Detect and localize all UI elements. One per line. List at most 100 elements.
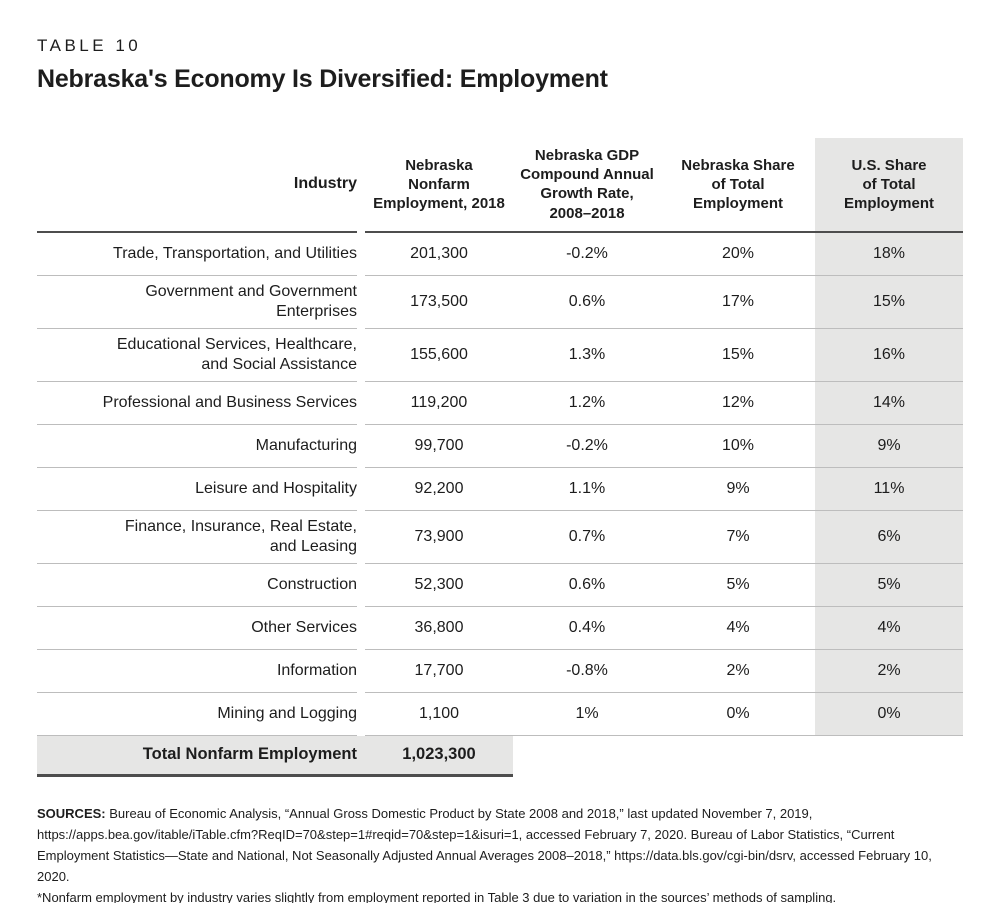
growth-cell: -0.2% (566, 436, 608, 454)
column-gap (357, 138, 365, 233)
column-gap (357, 468, 365, 511)
table-row: Leisure and Hospitality 92,200 1.1% 9% 1… (37, 468, 963, 511)
table-row: Manufacturing 99,700 -0.2% 10% 9% (37, 425, 963, 468)
ne-share-cell: 0% (726, 704, 750, 722)
table-row: Finance, Insurance, Real Estate, and Lea… (37, 511, 963, 564)
ne-share-cell: 15% (721, 345, 755, 363)
ne-share-cell: 9% (726, 479, 750, 497)
page-title: Nebraska's Economy Is Diversified: Emplo… (37, 65, 608, 93)
us-share-cell: 11% (873, 479, 905, 497)
growth-cell: 0.6% (568, 575, 606, 593)
sources-note: SOURCES: Bureau of Economic Analysis, “A… (37, 803, 965, 903)
ne-share-cell: 4% (726, 618, 750, 636)
header-row: Industry Nebraska Nonfarm Employment, 20… (37, 138, 963, 233)
column-gap (357, 564, 365, 607)
ne-share-cell: 10% (721, 436, 755, 454)
us-share-cell: 9% (877, 436, 901, 454)
growth-cell: 1% (575, 704, 599, 722)
total-row-highlight: Total Nonfarm Employment 1,023,300 (37, 735, 513, 777)
table-row: Construction 52,300 0.6% 5% 5% (37, 564, 963, 607)
sampling-footnote: *Nonfarm employment by industry varies s… (37, 889, 837, 903)
us-share-cell: 4% (877, 618, 901, 636)
employment-cell: 1,100 (418, 704, 460, 722)
column-gap (357, 607, 365, 650)
row-data-group: 201,300 -0.2% 20% 18% (365, 233, 963, 276)
us-share-cell: 6% (877, 527, 901, 545)
industry-cell: Professional and Business Services (37, 382, 357, 425)
us-share-cell: 18% (872, 244, 906, 262)
column-header-ne-share: Nebraska Share of Total Employment (681, 156, 795, 212)
ne-share-cell: 2% (726, 661, 750, 679)
industry-cell: Mining and Logging (37, 693, 357, 736)
ne-share-cell: 5% (726, 575, 750, 593)
industry-cell: Finance, Insurance, Real Estate, and Lea… (37, 511, 357, 564)
growth-cell: 0.7% (568, 527, 606, 545)
table-row: Mining and Logging 1,100 1% 0% 0% (37, 693, 963, 736)
ne-share-cell: 7% (726, 527, 750, 545)
growth-cell: 1.1% (568, 479, 606, 497)
total-label: Total Nonfarm Employment (142, 745, 357, 764)
ne-share-cell: 12% (721, 393, 755, 411)
row-data-group: 1,100 1% 0% 0% (365, 693, 963, 736)
sources-text: Bureau of Economic Analysis, “Annual Gro… (37, 805, 932, 884)
us-share-cell: 16% (872, 345, 906, 363)
employment-cell: 36,800 (414, 618, 464, 636)
us-share-cell: 5% (877, 575, 901, 593)
column-gap (357, 382, 365, 425)
column-header-us-share: U.S. Share of Total Employment (843, 156, 934, 212)
row-data-group: 36,800 0.4% 4% 4% (365, 607, 963, 650)
row-data-group: 17,700 -0.8% 2% 2% (365, 650, 963, 693)
growth-cell: -0.8% (566, 661, 608, 679)
table-row: Trade, Transportation, and Utilities 201… (37, 233, 963, 276)
column-gap (357, 329, 365, 382)
employment-cell: 99,700 (414, 436, 464, 454)
industry-cell: Information (37, 650, 357, 693)
growth-cell: 1.2% (568, 393, 606, 411)
us-share-cell: 14% (872, 393, 906, 411)
growth-cell: 0.6% (568, 292, 606, 310)
column-gap (357, 693, 365, 736)
table-row: Other Services 36,800 0.4% 4% 4% (37, 607, 963, 650)
growth-cell: -0.2% (566, 244, 608, 262)
us-share-cell: 2% (877, 661, 901, 679)
row-data-group: 155,600 1.3% 15% 16% (365, 329, 963, 382)
employment-cell: 119,200 (410, 393, 468, 411)
industry-cell: Construction (37, 564, 357, 607)
row-data-group: 52,300 0.6% 5% 5% (365, 564, 963, 607)
employment-cell: 92,200 (414, 479, 464, 497)
us-share-cell: 0% (877, 704, 901, 722)
ne-share-cell: 20% (721, 244, 755, 262)
ne-share-cell: 17% (721, 292, 755, 310)
table-row: Government and Government Enterprises 17… (37, 276, 963, 329)
total-value: 1,023,300 (402, 745, 476, 764)
header-data-group: Nebraska Nonfarm Employment, 2018 Nebras… (365, 138, 963, 233)
employment-cell: 173,500 (410, 292, 468, 310)
table-row: Information 17,700 -0.8% 2% 2% (37, 650, 963, 693)
industry-cell: Leisure and Hospitality (37, 468, 357, 511)
employment-cell: 73,900 (414, 527, 464, 545)
employment-cell: 17,700 (414, 661, 464, 679)
row-data-group: 92,200 1.1% 9% 11% (365, 468, 963, 511)
table-row: Educational Services, Healthcare, and So… (37, 329, 963, 382)
growth-cell: 1.3% (568, 345, 606, 363)
employment-cell: 52,300 (414, 575, 464, 593)
total-row: Total Nonfarm Employment 1,023,300 (37, 735, 963, 777)
column-header-industry: Industry (37, 138, 357, 233)
employment-cell: 201,300 (410, 244, 468, 262)
sources-label: SOURCES: (37, 805, 106, 821)
industry-cell: Manufacturing (37, 425, 357, 468)
column-gap (357, 650, 365, 693)
industry-cell: Trade, Transportation, and Utilities (37, 233, 357, 276)
table-row: Professional and Business Services 119,2… (37, 382, 963, 425)
employment-cell: 155,600 (410, 345, 468, 363)
row-data-group: 73,900 0.7% 7% 6% (365, 511, 963, 564)
column-gap (357, 233, 365, 276)
column-gap (357, 425, 365, 468)
us-share-cell: 15% (872, 292, 906, 310)
industry-cell: Government and Government Enterprises (37, 276, 357, 329)
row-data-group: 119,200 1.2% 12% 14% (365, 382, 963, 425)
data-table: Industry Nebraska Nonfarm Employment, 20… (37, 138, 963, 777)
us-share-column-highlight (815, 138, 963, 736)
column-header-growth: Nebraska GDP Compound Annual Growth Rate… (520, 147, 654, 222)
